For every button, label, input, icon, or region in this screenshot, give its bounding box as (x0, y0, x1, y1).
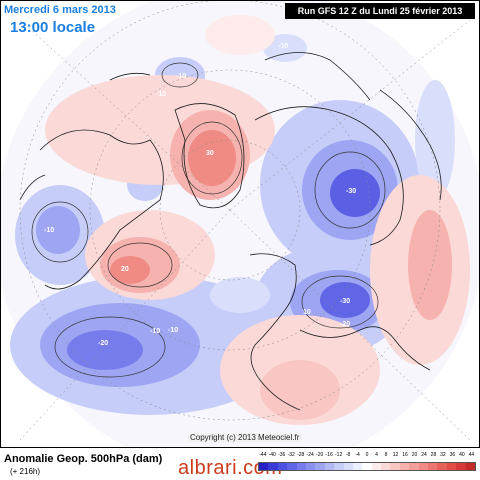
scale-tick-label: 8 (384, 452, 388, 458)
brand-watermark: albrari.com (178, 457, 283, 479)
scale-tick-label: -8 (345, 452, 351, 458)
scale-color-swatch (277, 463, 288, 470)
label-north-low: 10 (303, 309, 311, 316)
label-europe-low: -30 (340, 298, 350, 305)
forecast-date: Mercredi 6 mars 2013 (4, 4, 116, 16)
graticule (19, 0, 471, 441)
scale-tick-label: -4 (355, 452, 360, 458)
scale-color-swatch (399, 463, 410, 470)
scale-color-swatch (437, 463, 447, 470)
scale-color-swatch (371, 463, 382, 470)
label-pacific-low: -10 (176, 73, 186, 80)
scale-color-swatch (409, 463, 419, 470)
label-siberia-low: -30 (346, 188, 356, 195)
scale-tick-label: 20 (411, 452, 418, 458)
label-canada-high: 20 (121, 266, 129, 273)
scale-color-swatch (446, 463, 457, 470)
label-west-low: -10 (44, 227, 54, 234)
scale-color-swatch (287, 463, 297, 470)
color-scale-bar (258, 462, 476, 471)
lead-time: (+ 216h) (10, 467, 41, 476)
scale-tick-label: -36 (278, 452, 286, 458)
color-scale-ticks: -44 -40 -36 -32 -28 -24 -20 -16 -12 -8 -4 0 4 8 12 16 20… (258, 452, 476, 462)
contour-lines (31, 62, 386, 378)
parameter-title: Anomalie Geop. 500hPa (dam) (4, 453, 163, 465)
scale-color-swatch (268, 463, 278, 470)
scale-tick-label: 28 (430, 452, 437, 458)
contour-value-labels: 30 20 -30 -30 -20 -20 -10 -10 -10 -10 -1… (44, 43, 356, 347)
scale-color-swatch (305, 463, 316, 470)
copyright-notice: Copyright (c) 2013 Meteociel.fr (188, 433, 302, 442)
scale-color-swatch (343, 463, 353, 470)
scale-color-swatch (465, 463, 475, 470)
scale-color-swatch (334, 463, 344, 470)
scale-color-swatch (352, 463, 363, 470)
label-pacific-low-2: -10 (156, 91, 166, 98)
positive-anomaly-areas (45, 15, 470, 425)
scale-tick-label: 44 (468, 452, 475, 458)
scale-tick-label: -12 (335, 452, 343, 458)
scale-tick-label: 40 (459, 452, 465, 458)
scale-color-swatch (362, 463, 372, 470)
label-arctic-low: -10 (278, 43, 288, 50)
label-atlantic-low: -20 (98, 340, 108, 347)
label-greenland-high: 30 (206, 150, 214, 157)
scale-color-swatch (259, 463, 269, 470)
scale-tick-label: -16 (325, 452, 333, 458)
label-atlantic-low-2: -10 (150, 328, 160, 335)
scale-tick-label: 24 (421, 452, 427, 458)
scale-tick-label: 4 (375, 452, 378, 458)
scale-color-swatch (390, 463, 400, 470)
label-europe-low-2: -20 (340, 321, 350, 328)
scale-color-swatch (428, 463, 438, 470)
scale-tick-label: -28 (297, 452, 305, 458)
scale-color-swatch (296, 463, 306, 470)
scale-tick-label: -24 (306, 452, 314, 458)
scale-tick-label: 0 (365, 452, 369, 458)
scale-tick-label: 16 (402, 452, 408, 458)
scale-tick-label: -40 (268, 452, 276, 458)
forecast-local-time: 13:00 locale (10, 19, 96, 36)
scale-color-swatch (418, 463, 429, 470)
scale-color-swatch (381, 463, 391, 470)
scale-tick-label: -20 (316, 452, 324, 458)
scale-tick-label: -32 (287, 452, 295, 458)
scale-tick-label: 12 (392, 452, 399, 458)
scale-tick-label: 32 (440, 452, 446, 458)
model-run-info: Run GFS 12 Z du Lundi 25 février 2013 (285, 3, 475, 19)
label-atlantic-low-3: -10 (168, 327, 178, 334)
scale-color-swatch (456, 463, 466, 470)
scale-color-swatch (315, 463, 325, 470)
scale-tick-label: 36 (449, 452, 456, 458)
scale-tick-label: -44 (259, 452, 267, 458)
scale-color-swatch (324, 463, 335, 470)
anomaly-map: 30 20 -30 -30 -20 -20 -10 -10 -10 -10 -1… (0, 0, 480, 448)
coastlines (19, 52, 442, 411)
